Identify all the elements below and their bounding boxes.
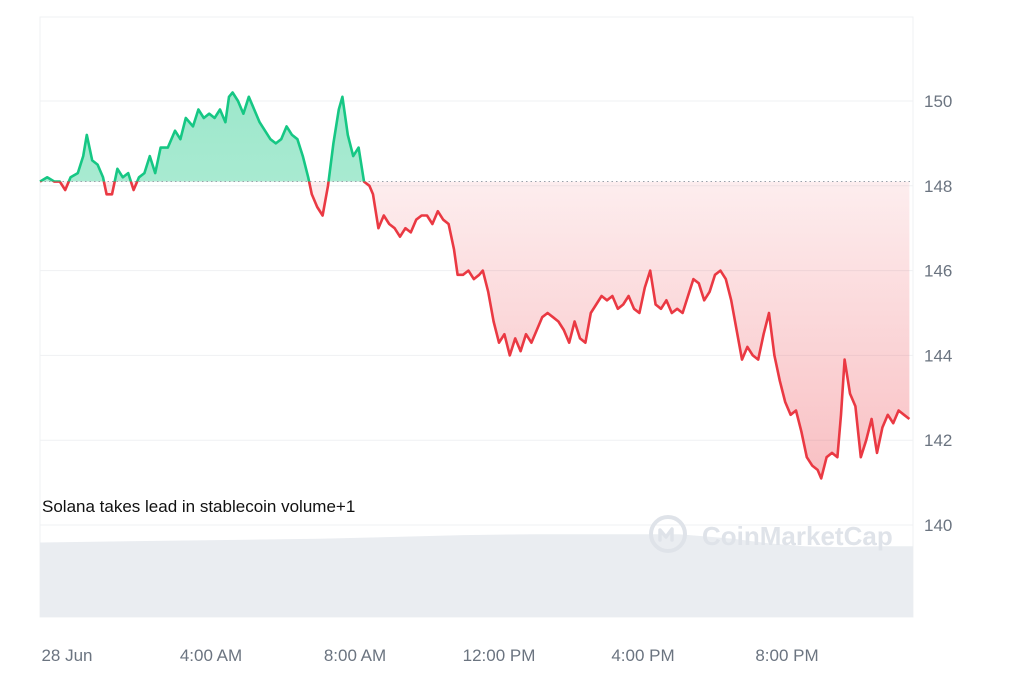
y-tick-label: 140	[924, 516, 952, 535]
x-tick-label: 4:00 AM	[180, 646, 242, 665]
y-tick-label: 144	[924, 346, 952, 365]
x-tick-label: 28 Jun	[41, 646, 92, 665]
volume-area	[40, 534, 913, 617]
price-line-below-baseline	[39, 181, 911, 480]
price-line-above-baseline	[39, 91, 367, 182]
area-below-baseline	[40, 181, 910, 479]
x-tick-label: 4:00 PM	[611, 646, 674, 665]
watermark-text: CoinMarketCap	[702, 521, 893, 551]
y-axis: 140 142 144 146 148 150	[924, 92, 952, 535]
x-tick-label: 8:00 AM	[324, 646, 386, 665]
x-tick-label: 12:00 PM	[463, 646, 536, 665]
y-tick-label: 142	[924, 431, 952, 450]
y-tick-label: 150	[924, 92, 952, 111]
x-tick-label: 8:00 PM	[755, 646, 818, 665]
y-tick-label: 146	[924, 262, 952, 281]
price-fill-areas	[40, 92, 910, 479]
area-above-baseline	[40, 92, 364, 182]
coinmarketcap-watermark: CoinMarketCap	[649, 515, 893, 553]
news-annotation[interactable]: Solana takes lead in stablecoin volume+1	[42, 497, 355, 516]
price-lines	[39, 91, 911, 480]
x-axis: 28 Jun 4:00 AM 8:00 AM 12:00 PM 4:00 PM 8:00 …	[41, 646, 818, 665]
y-tick-label: 148	[924, 177, 952, 196]
coinmarketcap-logo-icon	[649, 515, 687, 553]
